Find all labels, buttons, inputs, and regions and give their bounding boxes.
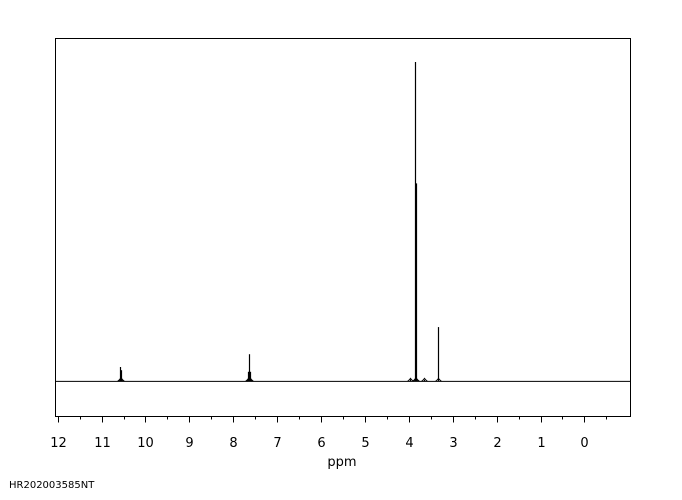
x-axis-ticks [58,416,607,423]
x-tick-label: 10 [137,436,154,451]
x-axis-label: ppm [327,455,356,470]
spectrum-peak-foot [412,377,419,382]
x-tick-label: 11 [94,436,111,451]
spectrum-peak-foot [247,377,254,382]
spectrum-peak-foot [413,377,420,382]
x-tick-label: 5 [361,436,369,451]
x-tick-label: 12 [50,436,67,451]
x-tick-label: 3 [449,436,457,451]
peaks-layer [117,62,442,382]
x-tick-label: 1 [537,436,545,451]
spectrum-peak-foot [435,377,442,382]
x-tick-label: 0 [580,436,588,451]
x-tick-label: 9 [185,436,193,451]
spectrum-peak-foot [118,377,125,382]
spectrum-peak-foot [117,377,124,382]
spectrum-peak-foot [246,377,253,382]
sample-id: HR202003585NT [9,480,95,491]
x-tick-label: 2 [493,436,501,451]
x-tick-label: 6 [317,436,325,451]
x-axis-tick-labels: 12 11 10 9 8 7 6 5 4 3 2 1 0 [50,436,588,451]
x-tick-label: 8 [229,436,237,451]
plot-frame [55,38,631,417]
spectrum-peak-foot [407,377,414,382]
x-tick-label: 4 [405,436,413,451]
x-tick-label: 7 [273,436,281,451]
spectrum-peak-foot [421,377,428,382]
